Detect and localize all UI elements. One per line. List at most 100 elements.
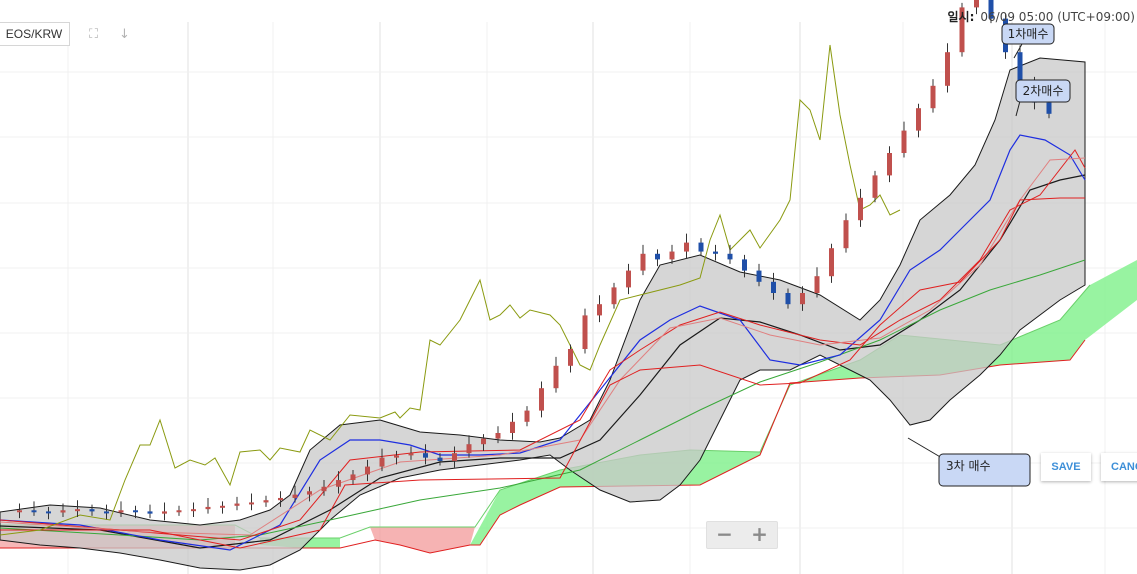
candle-body	[437, 457, 443, 461]
candle-body	[379, 457, 385, 467]
candle-body	[930, 85, 936, 109]
candle-body	[785, 293, 791, 305]
candle-body	[727, 253, 733, 260]
candle-body	[147, 511, 153, 514]
zoom-in-button[interactable]: +	[751, 522, 768, 546]
candle-body	[669, 251, 675, 260]
candle-body	[249, 502, 254, 505]
candle-body	[17, 510, 22, 513]
callout-text: 2차매수	[1023, 84, 1064, 98]
candle-body	[133, 510, 138, 513]
fullscreen-icon[interactable]: ⛶	[89, 27, 99, 42]
save-button[interactable]: SAVE	[1041, 453, 1091, 481]
datetime-readout: 일시: 06/09 05:00 (UTC+09:00)	[948, 8, 1135, 25]
candlesticks	[17, 0, 1052, 521]
callout-box	[1001, 23, 1055, 45]
oscillator	[0, 44, 901, 536]
candle-body	[800, 293, 805, 305]
candle-body	[307, 491, 312, 495]
candle-body	[336, 480, 341, 487]
candle-body	[510, 421, 515, 433]
candle-body	[495, 433, 501, 439]
candle-body	[408, 453, 414, 456]
candle-body	[350, 474, 356, 481]
candle-body	[582, 315, 588, 349]
candle-body	[626, 270, 631, 288]
candle-body	[89, 509, 95, 512]
candle-body	[858, 197, 863, 221]
candle-body	[278, 497, 283, 501]
candle-body	[887, 153, 892, 176]
candle-body	[162, 511, 167, 514]
candle-body	[988, 0, 994, 19]
candle-body	[466, 444, 472, 454]
candle-body	[742, 259, 747, 271]
candle-body	[524, 410, 530, 422]
candle-body	[959, 7, 965, 53]
callout-pointer	[907, 437, 943, 459]
datetime-value: 06/09 05:00 (UTC+09:00)	[980, 10, 1135, 24]
candle-body	[611, 287, 617, 305]
candle-body	[814, 276, 820, 293]
candle-body	[713, 251, 718, 254]
candle-body	[1017, 52, 1023, 86]
callout-text: 1차매수	[1008, 27, 1049, 41]
candle-body	[843, 220, 849, 249]
callout-first-buy: 1차매수	[1001, 23, 1055, 59]
cancel-button[interactable]: CANCEL	[1101, 453, 1137, 481]
candle-body	[46, 511, 51, 514]
candle-body	[191, 509, 196, 512]
annotations: 1차매수 2차매수 3차 매수	[907, 23, 1071, 487]
candle-body	[916, 108, 921, 131]
candle-body	[1046, 102, 1052, 114]
bollinger-fill	[0, 57, 1086, 571]
oscillator-line	[0, 44, 901, 536]
candle-body	[539, 388, 544, 411]
candle-body	[176, 510, 182, 513]
candle-body	[756, 270, 762, 282]
candle-body	[75, 509, 80, 512]
bollinger-middle	[0, 174, 1086, 549]
candle-body	[640, 253, 646, 271]
callout-pointer	[1015, 100, 1021, 117]
symbol-selector[interactable]: EOS/KRW	[0, 22, 70, 46]
candle-body	[481, 438, 486, 445]
candle-body	[394, 455, 399, 458]
candle-body	[205, 506, 211, 510]
candle-body	[698, 242, 704, 252]
candle-body	[597, 304, 602, 316]
candle-body	[872, 175, 878, 198]
candle-body	[901, 130, 907, 153]
zoom-control: − +	[706, 521, 778, 549]
candle-body	[234, 503, 240, 506]
candle-body	[220, 505, 225, 508]
candle-body	[365, 466, 370, 475]
candle-body	[974, 0, 979, 8]
candle-body	[31, 510, 37, 513]
candle-body	[655, 253, 660, 260]
candle-body	[771, 281, 776, 293]
callout-third-buy: 3차 매수	[907, 437, 1031, 487]
callout-text: 3차 매수	[946, 459, 991, 473]
candle-body	[568, 349, 573, 366]
candle-body	[553, 365, 559, 389]
callout-box	[938, 453, 1031, 487]
candle-body	[292, 494, 298, 498]
callout-pointer	[1013, 43, 1023, 59]
zoom-out-button[interactable]: −	[716, 522, 733, 546]
bollinger-band	[0, 57, 1086, 571]
datetime-label: 일시:	[947, 10, 975, 24]
candle-body	[829, 248, 834, 277]
candle-body	[118, 510, 124, 513]
candle-body	[945, 52, 950, 86]
candle-body	[684, 242, 689, 252]
candle-body	[423, 453, 428, 458]
candle-body	[104, 511, 109, 514]
arrow-down-icon[interactable]: ↓	[119, 27, 130, 42]
callout-box	[1015, 79, 1071, 103]
candle-body	[263, 500, 269, 503]
candle-body	[321, 486, 327, 492]
ma-long-line	[0, 259, 1086, 541]
callout-second-buy: 2차매수	[1015, 79, 1071, 117]
